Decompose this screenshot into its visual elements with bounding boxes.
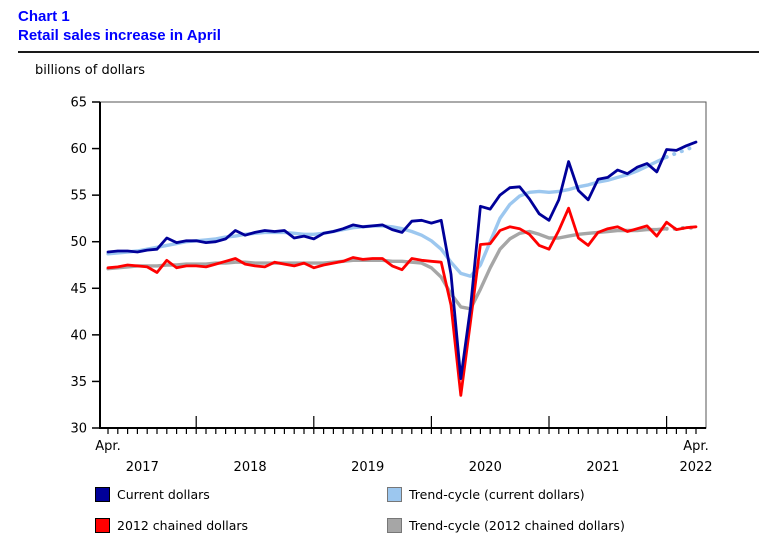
svg-text:60: 60: [70, 142, 87, 157]
svg-text:Apr.: Apr.: [683, 439, 708, 454]
legend-item-trend-chained: Trend-cycle (2012 chained dollars): [387, 518, 625, 533]
svg-text:55: 55: [70, 189, 87, 204]
chart-header: Chart 1 Retail sales increase in April: [18, 7, 759, 45]
svg-text:2017: 2017: [126, 460, 159, 475]
svg-text:35: 35: [70, 375, 87, 390]
svg-text:Apr.: Apr.: [95, 439, 120, 454]
page-title: Retail sales increase in April: [18, 27, 221, 44]
legend-swatch-trend-current: [387, 487, 402, 502]
legend-item-trend-current: Trend-cycle (current dollars): [387, 487, 585, 502]
svg-text:65: 65: [70, 96, 87, 111]
svg-text:2019: 2019: [351, 460, 384, 475]
legend-item-chained-dollars: 2012 chained dollars: [95, 518, 248, 533]
svg-text:45: 45: [70, 282, 87, 297]
line-chart: 30 35 40 45 50 55 60 65 Apr. Apr. 2017 2018 2019 2020…: [70, 96, 712, 476]
legend-item-current-dollars: Current dollars: [95, 487, 210, 502]
legend-swatch-chained-dollars: [95, 518, 110, 533]
legend-label: Current dollars: [117, 487, 210, 502]
svg-text:50: 50: [70, 235, 87, 250]
legend-label: Trend-cycle (2012 chained dollars): [409, 518, 625, 533]
y-axis-unit-label: billions of dollars: [35, 63, 145, 78]
legend-swatch-trend-chained: [387, 518, 402, 533]
svg-text:2020: 2020: [469, 460, 502, 475]
legend-swatch-current-dollars: [95, 487, 110, 502]
svg-text:40: 40: [70, 328, 87, 343]
legend-label: Trend-cycle (current dollars): [409, 487, 585, 502]
title-divider: [18, 51, 759, 53]
svg-text:2022: 2022: [679, 460, 712, 475]
svg-text:2018: 2018: [234, 460, 267, 475]
svg-text:2021: 2021: [586, 460, 619, 475]
svg-text:30: 30: [70, 422, 87, 437]
chart-number: Chart 1: [18, 8, 70, 25]
legend-label: 2012 chained dollars: [117, 518, 249, 533]
